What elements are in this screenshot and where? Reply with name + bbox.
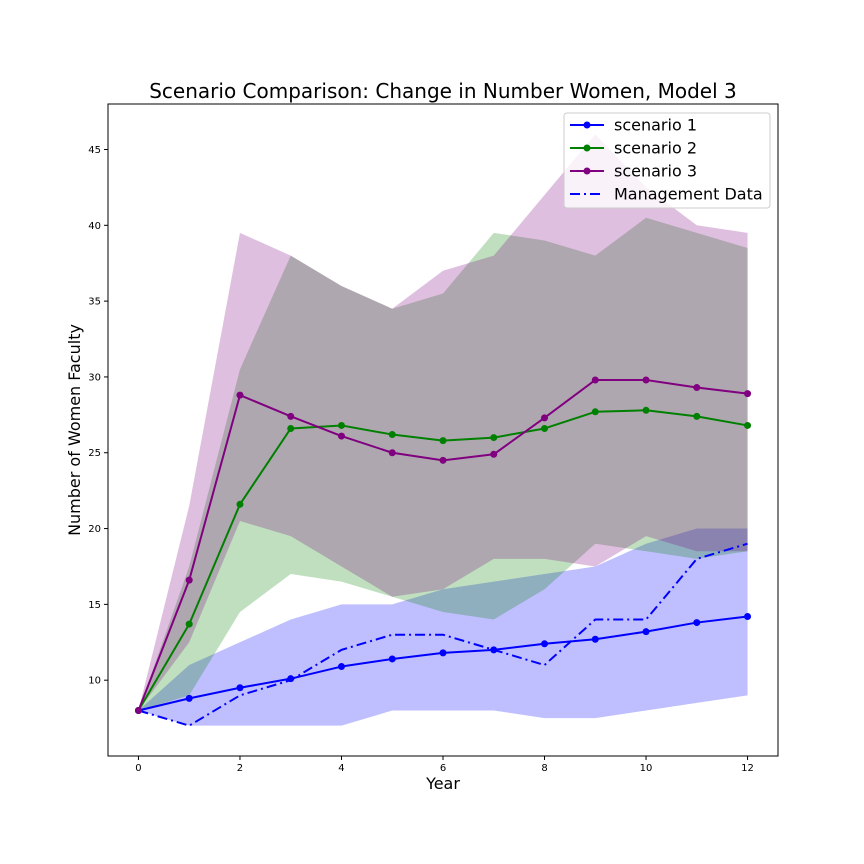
point-scenario-2	[236, 500, 244, 508]
point-scenario-1	[388, 655, 396, 663]
y-tick-label: 15	[88, 600, 101, 611]
point-scenario-2	[591, 408, 599, 416]
y-tick-label: 25	[88, 448, 101, 459]
x-tick-label: 6	[440, 763, 446, 774]
point-scenario-2	[337, 421, 345, 429]
point-scenario-3	[236, 391, 244, 399]
point-scenario-3	[744, 390, 752, 398]
legend-label-scenario-3: scenario 3	[614, 162, 697, 181]
point-scenario-2	[541, 424, 549, 432]
y-tick-label: 30	[88, 372, 101, 383]
point-scenario-3	[693, 384, 701, 392]
y-axis: 10 15 20 25 30 35 40 45	[88, 145, 108, 687]
y-tick-label: 45	[88, 145, 101, 156]
series-markers	[134, 376, 752, 715]
legend-label-management-data: Management Data	[614, 185, 763, 204]
point-scenario-1	[642, 628, 650, 636]
y-tick-label: 20	[88, 524, 101, 535]
point-scenario-2	[693, 412, 701, 420]
x-tick-label: 0	[135, 763, 141, 774]
legend: scenario 1 scenario 2 scenario 3 Management…	[563, 112, 771, 209]
x-tick-label: 12	[741, 763, 754, 774]
point-scenario-2	[287, 424, 295, 432]
band-scenario-3	[138, 134, 748, 711]
x-tick-label: 4	[338, 763, 344, 774]
legend-marker-scenario-2	[583, 144, 591, 152]
point-scenario-3	[287, 412, 295, 420]
point-scenario-1	[591, 635, 599, 643]
point-scenario-1	[236, 684, 244, 692]
point-scenario-1	[287, 675, 295, 683]
y-tick-label: 10	[88, 676, 101, 687]
point-scenario-3	[591, 376, 599, 384]
legend-marker-scenario-3	[583, 167, 591, 175]
line-management-data	[138, 542, 748, 727]
chart-title: Scenario Comparison: Change in Number Wo…	[149, 79, 737, 103]
point-scenario-2	[642, 406, 650, 414]
point-scenario-1	[693, 619, 701, 627]
legend-label-scenario-1: scenario 1	[614, 116, 697, 135]
point-scenario-3	[388, 449, 396, 457]
point-scenario-1	[490, 646, 498, 654]
point-scenario-3	[541, 414, 549, 422]
y-tick-label: 35	[88, 297, 101, 308]
point-scenario-1	[439, 649, 447, 657]
point-scenario-2	[185, 620, 193, 628]
point-scenario-3	[134, 707, 142, 715]
point-scenario-2	[439, 437, 447, 445]
legend-box	[563, 112, 771, 209]
y-tick-label: 40	[88, 221, 101, 232]
legend-marker-scenario-1	[583, 121, 591, 129]
legend-label-scenario-2: scenario 2	[614, 139, 697, 158]
point-scenario-2	[744, 421, 752, 429]
point-scenario-3	[439, 456, 447, 464]
point-scenario-1	[337, 663, 345, 671]
x-axis: 0 2 4 6 8 10 12	[135, 756, 754, 774]
point-scenario-1	[541, 640, 549, 648]
point-scenario-1	[744, 613, 752, 621]
point-scenario-3	[490, 450, 498, 458]
x-tick-label: 10	[640, 763, 653, 774]
point-scenario-2	[490, 434, 498, 442]
band-scenario-2	[138, 217, 748, 711]
point-scenario-1	[185, 694, 193, 702]
x-tick-label: 8	[541, 763, 547, 774]
point-scenario-3	[642, 376, 650, 384]
x-axis-label: Year	[425, 774, 460, 793]
x-tick-label: 2	[237, 763, 243, 774]
point-scenario-3	[337, 432, 345, 440]
y-axis-label: Number of Women Faculty	[65, 324, 84, 536]
point-scenario-3	[185, 576, 193, 584]
point-scenario-2	[388, 431, 396, 439]
